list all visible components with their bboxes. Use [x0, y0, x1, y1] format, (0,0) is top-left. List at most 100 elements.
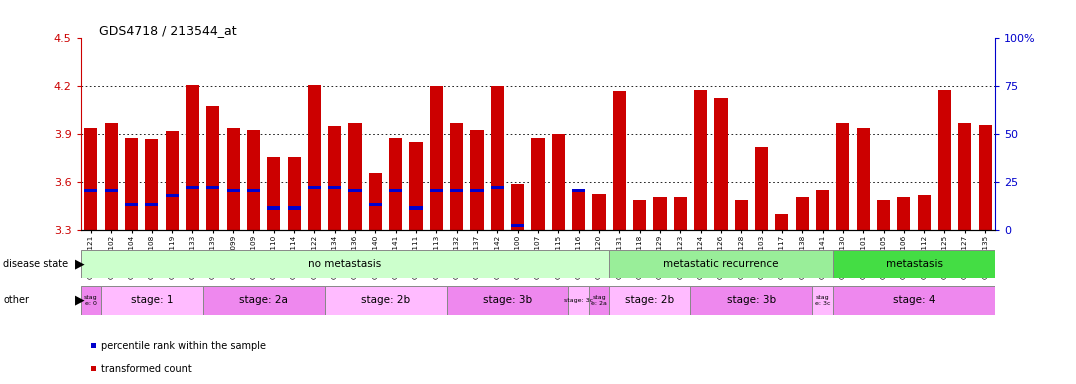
Text: other: other: [3, 295, 29, 305]
Bar: [84, 128, 98, 230]
Bar: [795, 248, 809, 251]
Bar: [207, 106, 220, 230]
Bar: [450, 189, 464, 192]
Bar: [572, 189, 585, 230]
Bar: [856, 242, 869, 245]
Bar: [836, 123, 849, 230]
Bar: [325, 286, 447, 315]
Bar: [877, 200, 890, 230]
Bar: [612, 91, 626, 230]
Bar: [609, 286, 691, 315]
Bar: [959, 123, 972, 230]
Bar: [308, 85, 321, 230]
Bar: [978, 248, 992, 251]
Bar: [101, 286, 202, 315]
Bar: [81, 250, 609, 278]
Bar: [633, 251, 647, 254]
Bar: [349, 189, 362, 192]
Bar: [776, 251, 789, 254]
Bar: [511, 184, 524, 230]
Bar: [816, 190, 830, 230]
Bar: [735, 200, 748, 230]
Bar: [653, 248, 666, 251]
Bar: [612, 237, 626, 240]
Bar: [674, 248, 686, 251]
Text: stage: 3b: stage: 3b: [483, 295, 532, 306]
Bar: [328, 185, 341, 189]
Text: metastasis: metastasis: [886, 259, 943, 269]
Bar: [653, 197, 666, 230]
Bar: [593, 245, 606, 248]
Bar: [267, 157, 281, 230]
Bar: [877, 251, 890, 254]
Bar: [450, 123, 464, 230]
Bar: [568, 286, 589, 315]
Bar: [410, 206, 423, 210]
Bar: [429, 189, 443, 192]
Bar: [609, 250, 833, 278]
Bar: [552, 134, 565, 230]
Bar: [856, 128, 869, 230]
Bar: [938, 89, 951, 230]
Bar: [207, 185, 220, 189]
Bar: [227, 128, 240, 230]
Bar: [145, 139, 158, 230]
Bar: [755, 248, 768, 251]
Bar: [978, 125, 992, 230]
Bar: [186, 85, 199, 230]
Bar: [776, 214, 789, 230]
Bar: [390, 137, 402, 230]
Bar: [429, 86, 443, 230]
Bar: [349, 123, 362, 230]
Bar: [836, 248, 849, 251]
Text: transformed count: transformed count: [101, 364, 193, 374]
Text: disease state: disease state: [3, 259, 69, 269]
Bar: [166, 194, 179, 197]
Text: stage: 3c: stage: 3c: [564, 298, 593, 303]
Text: GDS4718 / 213544_at: GDS4718 / 213544_at: [99, 24, 237, 37]
Bar: [287, 206, 300, 210]
Text: no metastasis: no metastasis: [309, 259, 382, 269]
Text: percentile rank within the sample: percentile rank within the sample: [101, 341, 267, 351]
Bar: [246, 189, 260, 192]
Bar: [84, 189, 98, 192]
Bar: [691, 286, 812, 315]
Bar: [694, 89, 707, 230]
Bar: [267, 206, 281, 210]
Bar: [532, 250, 544, 253]
Bar: [816, 238, 830, 242]
Bar: [390, 189, 402, 192]
Bar: [81, 286, 101, 315]
Text: stage: 2b: stage: 2b: [362, 295, 410, 306]
Bar: [552, 248, 565, 251]
Bar: [633, 200, 647, 230]
Bar: [125, 137, 138, 230]
Bar: [812, 286, 833, 315]
Bar: [593, 194, 606, 230]
Bar: [511, 224, 524, 227]
Bar: [833, 286, 995, 315]
Text: stage: 2a: stage: 2a: [239, 295, 288, 306]
Bar: [694, 242, 707, 245]
Bar: [491, 86, 504, 230]
Text: stage: 3b: stage: 3b: [727, 295, 776, 306]
Bar: [186, 185, 199, 189]
Bar: [369, 203, 382, 206]
Bar: [470, 189, 483, 192]
Text: stage: 4: stage: 4: [893, 295, 935, 306]
Bar: [572, 189, 585, 192]
Bar: [308, 185, 321, 189]
Bar: [714, 98, 727, 230]
Bar: [104, 123, 117, 230]
Bar: [328, 126, 341, 230]
Bar: [410, 142, 423, 230]
Text: ▶: ▶: [75, 294, 85, 307]
Bar: [735, 251, 748, 254]
Bar: [795, 197, 809, 230]
Bar: [125, 203, 138, 206]
Text: metastatic recurrence: metastatic recurrence: [663, 259, 779, 269]
Bar: [166, 131, 179, 230]
Bar: [491, 185, 504, 189]
Bar: [755, 147, 768, 230]
Bar: [714, 238, 727, 242]
